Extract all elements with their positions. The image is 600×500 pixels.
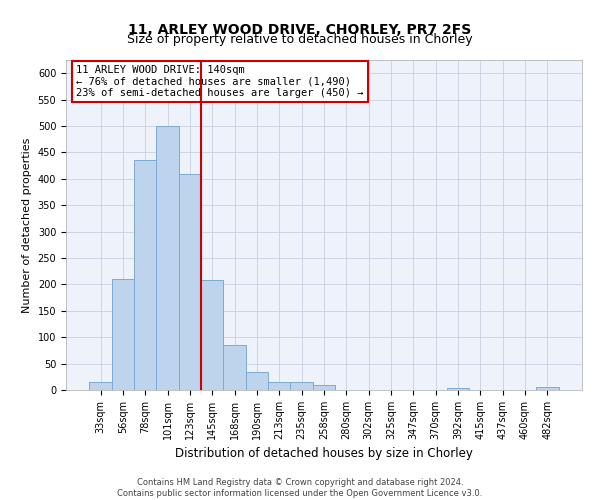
Bar [112, 279, 134, 390]
Text: 11, ARLEY WOOD DRIVE, CHORLEY, PR7 2FS: 11, ARLEY WOOD DRIVE, CHORLEY, PR7 2FS [128, 22, 472, 36]
Bar [179, 174, 201, 390]
Y-axis label: Number of detached properties: Number of detached properties [22, 138, 32, 312]
Bar [313, 384, 335, 390]
Bar [290, 382, 313, 390]
Bar [201, 280, 223, 390]
Bar [223, 345, 246, 390]
Text: Contains HM Land Registry data © Crown copyright and database right 2024.
Contai: Contains HM Land Registry data © Crown c… [118, 478, 482, 498]
Bar [246, 372, 268, 390]
Text: 11 ARLEY WOOD DRIVE: 140sqm
← 76% of detached houses are smaller (1,490)
23% of : 11 ARLEY WOOD DRIVE: 140sqm ← 76% of det… [76, 65, 364, 98]
Bar [268, 382, 290, 390]
Bar [157, 126, 179, 390]
Bar [536, 388, 559, 390]
Bar [447, 388, 469, 390]
Bar [89, 382, 112, 390]
Bar [134, 160, 157, 390]
X-axis label: Distribution of detached houses by size in Chorley: Distribution of detached houses by size … [175, 448, 473, 460]
Text: Size of property relative to detached houses in Chorley: Size of property relative to detached ho… [127, 32, 473, 46]
